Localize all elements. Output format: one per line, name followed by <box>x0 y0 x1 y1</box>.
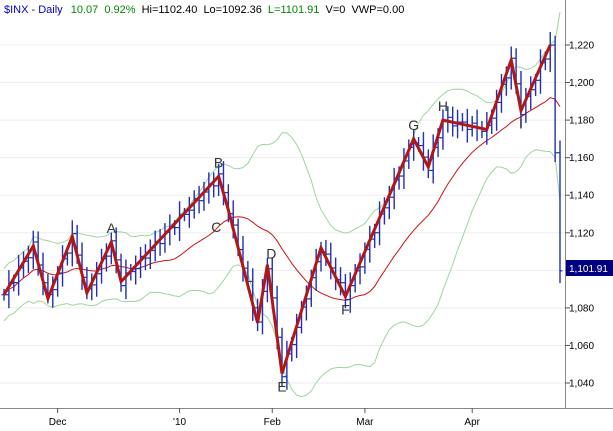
upper-band <box>3 11 561 269</box>
ohlc-bar <box>25 245 31 274</box>
wave-label-e: E <box>277 379 286 395</box>
price-marker-box <box>566 260 613 276</box>
symbol-label: $INX - Daily <box>4 4 63 16</box>
x-axis: Dec '10 Feb Mar Apr <box>49 408 481 428</box>
last-value: L=1101.91 <box>267 4 320 16</box>
ohlc-bar <box>547 31 553 73</box>
ohlc-bar <box>459 113 465 132</box>
wave-label-b: B <box>214 154 223 170</box>
wave-label-i: I <box>519 116 523 132</box>
price-marker-label: 1,101.91 <box>569 264 608 275</box>
chart-header: $INX - Daily 10.07 0.92% Hi=1102.40 Lo=1… <box>4 4 404 16</box>
y-tick-label: 1,140 <box>569 191 594 202</box>
ohlc-bar <box>133 255 139 285</box>
price-marker: 1,101.91 <box>566 260 613 276</box>
wave-label-g: G <box>408 117 419 133</box>
wave-label-a: A <box>107 220 117 236</box>
ohlc-bar <box>118 253 124 292</box>
y-tick-label: 1,180 <box>569 116 594 127</box>
y-grid-lines <box>0 44 565 384</box>
low-value: Lo=1092.36 <box>203 4 262 16</box>
y-tick-label: 1,060 <box>569 341 594 352</box>
ohlc-bar <box>279 327 285 387</box>
volume-value: V=0 <box>325 4 346 16</box>
y-tick-label: 1,080 <box>569 303 594 314</box>
y-tick-label: 1,160 <box>569 153 594 164</box>
ohlc-bar <box>186 196 192 228</box>
ohlc-bar <box>474 109 480 142</box>
ohlc-bar <box>201 181 207 211</box>
ohlc-bar <box>552 35 558 163</box>
y-axis: 1,0401,0601,0801,1001,1201,1401,1601,180… <box>565 41 594 390</box>
x-tick-label: '10 <box>173 417 186 428</box>
wave-labels: A B C D E F G H I <box>107 98 523 395</box>
high-value: Hi=1102.40 <box>141 4 198 16</box>
wave-count-line <box>2 44 552 375</box>
x-tick-label: Apr <box>464 417 480 428</box>
wave-label-c: C <box>211 219 221 235</box>
y-tick-label: 1,120 <box>569 228 594 239</box>
change-percent: 0.92% <box>104 4 136 16</box>
y-tick-label: 1,040 <box>569 379 594 390</box>
wave-label-h: H <box>438 98 448 114</box>
wave-polyline <box>2 44 552 375</box>
wave-label-d: D <box>266 246 276 262</box>
ohlc-bars <box>1 31 563 390</box>
x-tick-label: Mar <box>356 417 374 428</box>
change-value: 10.07 <box>70 4 99 16</box>
y-tick-label: 1,220 <box>569 41 594 52</box>
vwap-value: VWP=0.00 <box>351 4 405 16</box>
x-tick-label: Dec <box>49 417 67 428</box>
ohlc-bar <box>342 273 348 309</box>
x-tick-label: Feb <box>264 417 282 428</box>
ohlc-bar <box>557 140 563 284</box>
y-tick-label: 1,200 <box>569 78 594 89</box>
ohlc-bar <box>518 70 524 128</box>
wave-label-f: F <box>341 302 350 318</box>
